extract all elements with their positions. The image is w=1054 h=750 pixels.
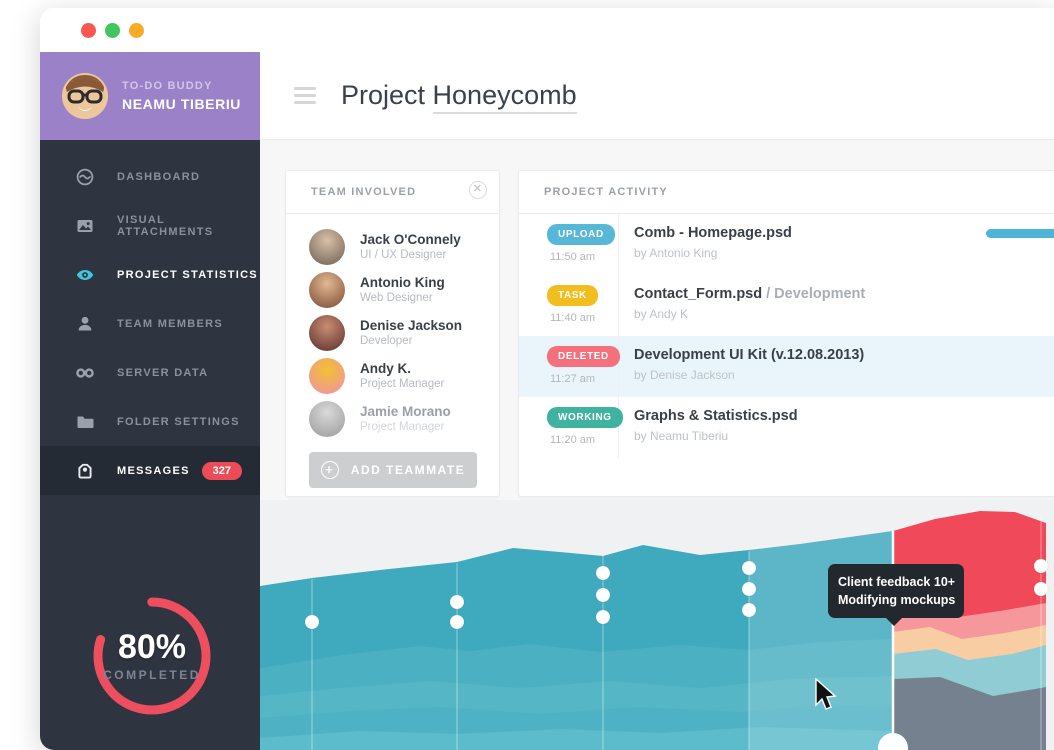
member-avatar	[309, 400, 345, 437]
team-members-icon	[75, 314, 95, 334]
team-member-row[interactable]: Jack O'Connely UI / UX Designer	[309, 225, 499, 268]
sidebar-item-label: VISUAL ATTACHMENTS	[117, 213, 214, 238]
member-name: Denise Jackson	[360, 318, 463, 334]
sidebar-item-label: PROJECT STATISTICS	[117, 268, 258, 281]
app-name: TO-DO BUDDY	[122, 80, 213, 92]
member-name: Jamie Morano	[360, 404, 451, 420]
sidebar-item[interactable]: MESSAGES 327	[40, 446, 260, 495]
activity-time: 11:20 am	[550, 434, 596, 446]
activity-row[interactable]: TASK 11:40 am Contact_Form.psd / Develop…	[519, 275, 1054, 336]
page-title-editable[interactable]: Honeycomb	[432, 80, 577, 114]
member-role: Project Manager	[360, 420, 445, 433]
activity-row[interactable]: WORKING 11:20 am Graphs & Statistics.psd…	[519, 397, 1054, 458]
team-member-row[interactable]: Andy K. Project Manager	[309, 354, 499, 397]
member-name: Jack O'Connely	[360, 232, 461, 248]
expand-control[interactable]	[129, 22, 144, 38]
activity-list: UPLOAD 11:50 am Comb - Homepage.psd by A…	[519, 214, 1054, 458]
member-avatar	[309, 228, 345, 265]
status-badge: WORKING	[547, 407, 623, 428]
team-involved-card: TEAM INVOLVED ✕ Jack O'Connely UI / U	[285, 170, 500, 497]
tooltip-line-2: Modifying mockups	[838, 593, 956, 608]
sidebar: TO-DO BUDDY NEAMU TIBERIU DASHBOARD	[40, 52, 260, 750]
progress-ring-arc	[93, 597, 211, 715]
progress-caption: COMPLETED	[103, 668, 201, 682]
sidebar-item[interactable]: VISUAL ATTACHMENTS	[40, 201, 260, 250]
member-avatar	[309, 314, 345, 351]
project-activity-card: PROJECT ACTIVITY UPLOAD 11:50 am	[518, 170, 1054, 497]
page-header: Project Honeycomb	[260, 52, 1054, 140]
sidebar-item[interactable]: FOLDER SETTINGS	[40, 397, 260, 446]
dashboard-icon	[75, 167, 95, 187]
window-controls	[81, 22, 144, 38]
upload-progress-bar	[986, 229, 1054, 238]
sidebar-item-label: SERVER DATA	[117, 366, 209, 379]
activity-author: by Denise Jackson	[634, 368, 735, 382]
minimize-control[interactable]	[105, 22, 120, 38]
status-badge: DELETED	[547, 346, 620, 367]
app-window: TO-DO BUDDY NEAMU TIBERIU DASHBOARD	[40, 8, 1054, 750]
activity-title: Comb - Homepage.psd	[634, 225, 792, 241]
sidebar-item[interactable]: TEAM MEMBERS	[40, 299, 260, 348]
user-profile[interactable]: TO-DO BUDDY NEAMU TIBERIU	[40, 52, 260, 140]
activity-time: 11:27 am	[550, 373, 596, 385]
member-role: Web Designer	[360, 291, 433, 304]
team-member-row[interactable]: Antonio King Web Designer	[309, 268, 499, 311]
user-name: NEAMU TIBERIU	[122, 96, 242, 112]
sidebar-item-label: DASHBOARD	[117, 170, 201, 183]
team-member-row[interactable]: Jamie Morano Project Manager	[309, 397, 499, 440]
sidebar-item-label: FOLDER SETTINGS	[117, 415, 240, 428]
completion-ring: 80% COMPLETED	[77, 581, 227, 731]
statistics-area-chart[interactable]: Client feedback 10+ Modifying mockups	[260, 500, 1054, 750]
sidebar-item[interactable]: SERVER DATA	[40, 348, 260, 397]
activity-title-suffix: / Development	[762, 286, 866, 302]
team-card-title: TEAM INVOLVED	[311, 186, 417, 198]
member-role: Project Manager	[360, 377, 445, 390]
folder-settings-icon	[75, 412, 95, 432]
sidebar-item[interactable]: DASHBOARD	[40, 152, 260, 201]
status-badge: UPLOAD	[547, 224, 615, 245]
close-icon[interactable]: ✕	[469, 181, 487, 199]
member-role: UI / UX Designer	[360, 248, 447, 261]
activity-time: 11:40 am	[550, 312, 596, 324]
team-members-list: Jack O'Connely UI / UX Designer Antonio …	[286, 214, 499, 440]
close-control[interactable]	[81, 22, 96, 38]
activity-time: 11:50 am	[550, 251, 596, 263]
window-titlebar	[40, 8, 1054, 52]
messages-bag-icon	[75, 461, 95, 481]
mouse-cursor	[815, 678, 837, 710]
tooltip-line-1: Client feedback 10+	[838, 575, 956, 589]
member-name: Antonio King	[360, 275, 445, 291]
server-data-infinity-icon	[75, 363, 95, 383]
sidebar-item-label: TEAM MEMBERS	[117, 317, 224, 330]
team-member-row[interactable]: Denise Jackson Developer	[309, 311, 499, 354]
member-role: Developer	[360, 334, 413, 347]
page-title: Project Honeycomb	[341, 80, 577, 114]
messages-count-badge: 327	[201, 461, 242, 480]
activity-author: by Antonio King	[634, 246, 718, 260]
status-badge: TASK	[547, 285, 598, 306]
sidebar-item-label: MESSAGES	[117, 464, 190, 477]
member-avatar	[309, 357, 345, 394]
member-avatar	[309, 271, 345, 308]
sidebar-item[interactable]: PROJECT STATISTICS	[40, 250, 260, 299]
activity-row[interactable]: UPLOAD 11:50 am Comb - Homepage.psd by A…	[519, 214, 1054, 275]
chart-tooltip: Client feedback 10+ Modifying mockups	[828, 564, 964, 627]
progress-percent: 80%	[117, 628, 187, 666]
activity-title: Development UI Kit (v.12.08.2013)	[634, 347, 865, 363]
plus-circle-icon: +	[320, 461, 339, 479]
activity-title: Contact_Form.psd	[634, 286, 763, 302]
visual-attachments-icon	[75, 216, 95, 236]
activity-card-title: PROJECT ACTIVITY	[544, 186, 668, 198]
activity-title: Graphs & Statistics.psd	[634, 408, 798, 424]
user-avatar	[62, 73, 108, 119]
activity-row[interactable]: DELETED 11:27 am Development UI Kit (v.1…	[519, 336, 1054, 397]
menu-hamburger-icon[interactable]	[294, 87, 316, 104]
sidebar-nav: DASHBOARD VISUAL ATTACHMENTS PROJECT S	[40, 140, 260, 495]
activity-author: by Andy K	[634, 307, 689, 321]
add-teammate-button[interactable]: + ADD TEAMMATE	[309, 452, 477, 488]
project-statistics-eye-icon	[75, 265, 95, 285]
member-name: Andy K.	[360, 361, 412, 377]
activity-author: by Neamu Tiberiu	[634, 429, 729, 443]
